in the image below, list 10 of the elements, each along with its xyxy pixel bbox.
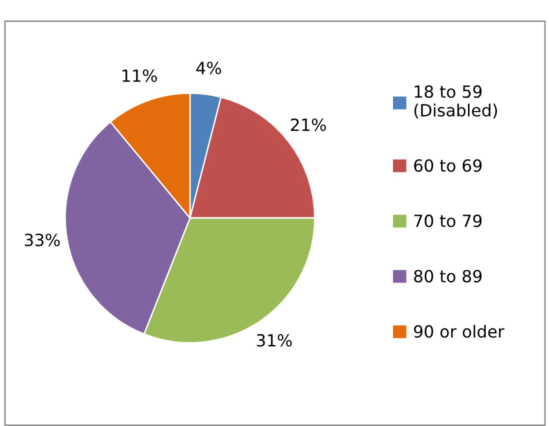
legend-label: 60 to 69 — [414, 159, 482, 172]
data-label: 21% — [290, 118, 326, 132]
legend-label: 90 or older — [414, 324, 504, 338]
legend-label: 70 to 79 — [414, 214, 482, 228]
legend-label: 18 to 59 (Disabled) — [414, 85, 497, 119]
data-label: 4% — [196, 62, 222, 74]
data-label: 31% — [256, 334, 292, 347]
legend-label: 80 to 89 — [414, 270, 482, 282]
data-label: 11% — [122, 69, 157, 82]
data-label: 33% — [24, 234, 60, 246]
